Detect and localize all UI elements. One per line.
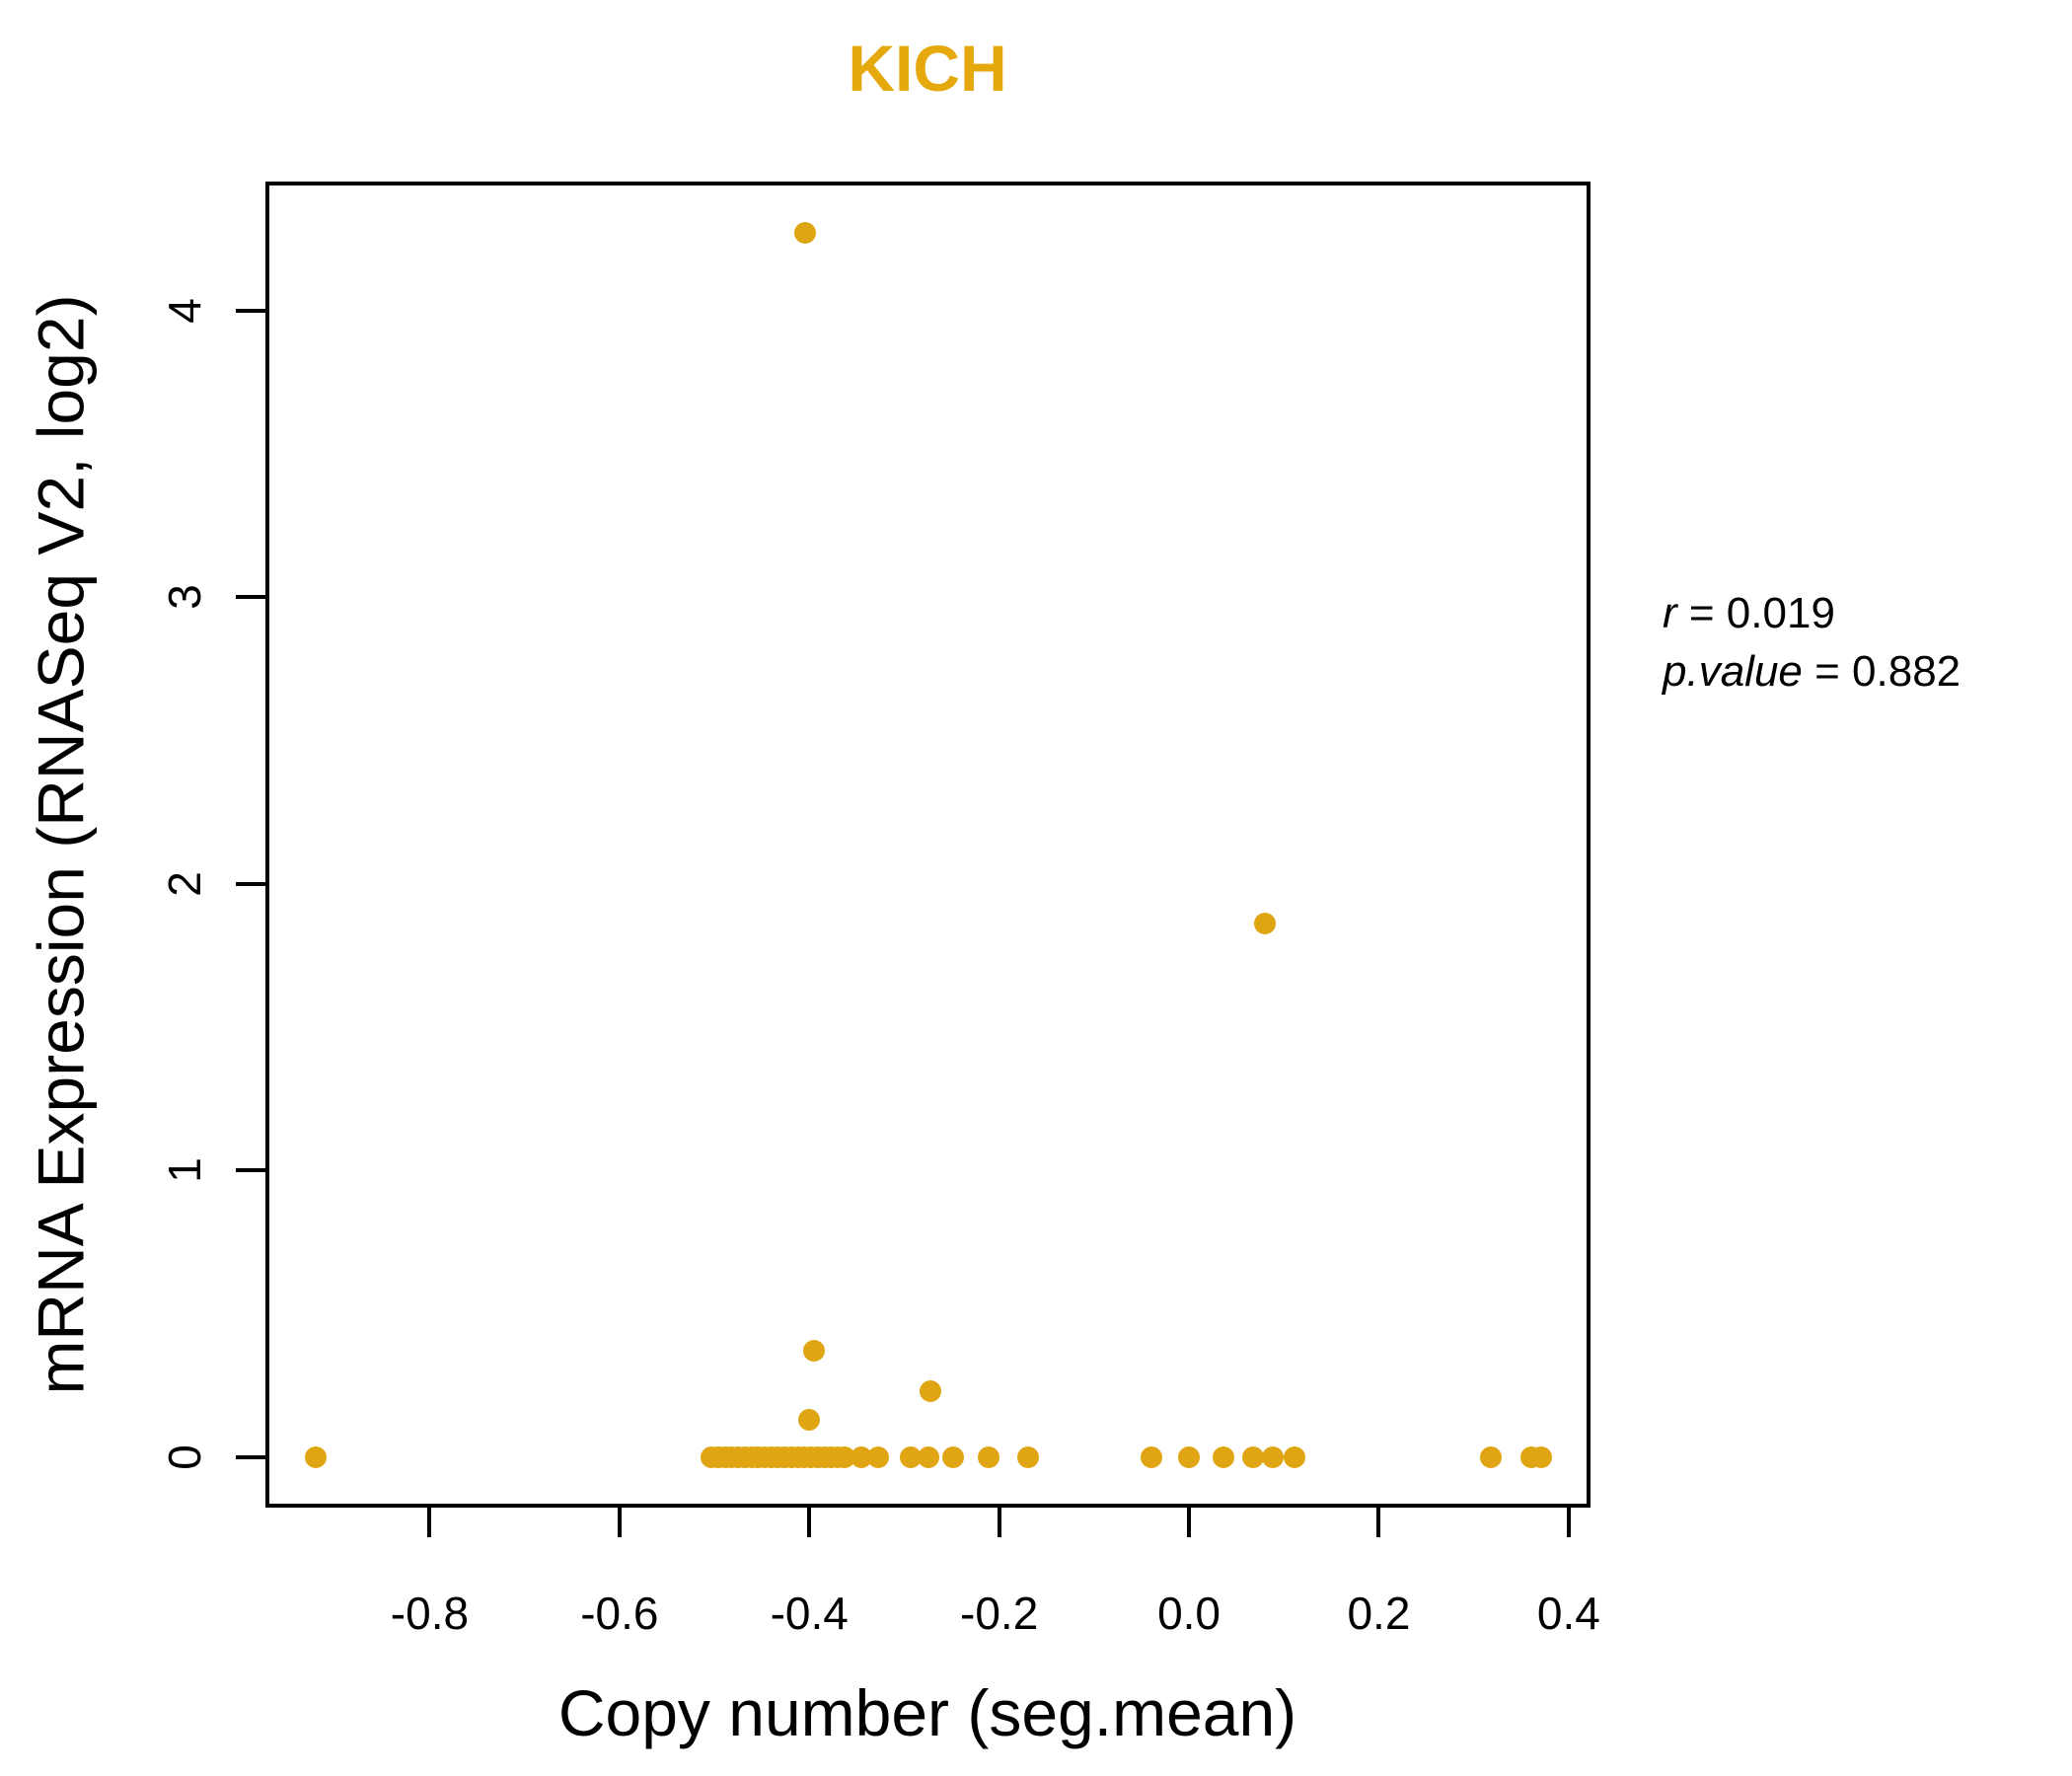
data-point (1016, 1445, 1039, 1468)
plot-area (265, 182, 1591, 1508)
data-point (803, 1340, 826, 1363)
y-axis-tick (236, 1168, 265, 1173)
r-value-text: r = 0.019 (1663, 584, 1961, 642)
data-point (794, 222, 817, 245)
data-point (866, 1445, 889, 1468)
x-axis-tick (427, 1508, 432, 1537)
x-tick-label: 0.2 (1347, 1588, 1411, 1639)
data-point (1283, 1445, 1305, 1468)
data-point (918, 1445, 940, 1468)
x-tick-label: -0.6 (580, 1588, 659, 1639)
x-tick-label: 0.0 (1157, 1588, 1221, 1639)
y-axis-title: mRNA Expression (RNASeq V2, log2) (24, 294, 98, 1395)
stats-annotation: r = 0.019 p.value = 0.882 (1663, 584, 1961, 702)
p-value: = 0.882 (1802, 647, 1961, 697)
data-point (1178, 1445, 1201, 1468)
data-point (1140, 1445, 1162, 1468)
data-point (900, 1445, 923, 1468)
x-axis-tick (807, 1508, 812, 1537)
x-tick-label: -0.2 (960, 1588, 1039, 1639)
x-axis-tick (997, 1508, 1001, 1537)
p-value-text: p.value = 0.882 (1663, 642, 1961, 701)
data-point (978, 1445, 1000, 1468)
x-tick-label: 0.4 (1536, 1588, 1600, 1639)
y-tick-label: 4 (159, 297, 210, 324)
y-axis-tick (236, 881, 265, 886)
data-point (942, 1445, 965, 1468)
y-tick-label: 2 (159, 870, 210, 897)
x-axis-tick (617, 1508, 622, 1537)
x-tick-label: -0.8 (390, 1588, 470, 1639)
r-var-label: r (1663, 589, 1677, 637)
data-point (1254, 913, 1277, 935)
x-axis-tick (1187, 1508, 1192, 1537)
x-axis-tick (1376, 1508, 1381, 1537)
p-var-label: p.value (1663, 647, 1803, 697)
x-tick-label: -0.4 (770, 1588, 849, 1639)
data-point (304, 1445, 327, 1468)
data-point (1212, 1445, 1234, 1468)
y-tick-label: 1 (159, 1157, 210, 1183)
data-point (1479, 1445, 1502, 1468)
data-point (920, 1379, 942, 1402)
r-value: = 0.019 (1676, 589, 1835, 637)
x-axis-tick (1566, 1508, 1571, 1537)
data-point (1242, 1445, 1265, 1468)
data-point (833, 1445, 855, 1468)
y-tick-label: 3 (159, 584, 210, 610)
y-tick-label: 0 (159, 1443, 210, 1470)
y-axis-tick (236, 595, 265, 600)
y-axis-tick (236, 1454, 265, 1459)
data-point (1529, 1445, 1552, 1468)
data-point (851, 1445, 873, 1468)
y-axis-tick (236, 308, 265, 313)
plot-title: KICH (848, 32, 1007, 105)
x-axis-title: Copy number (seg.mean) (557, 1676, 1297, 1749)
data-point (798, 1408, 821, 1431)
data-point (1261, 1445, 1284, 1468)
